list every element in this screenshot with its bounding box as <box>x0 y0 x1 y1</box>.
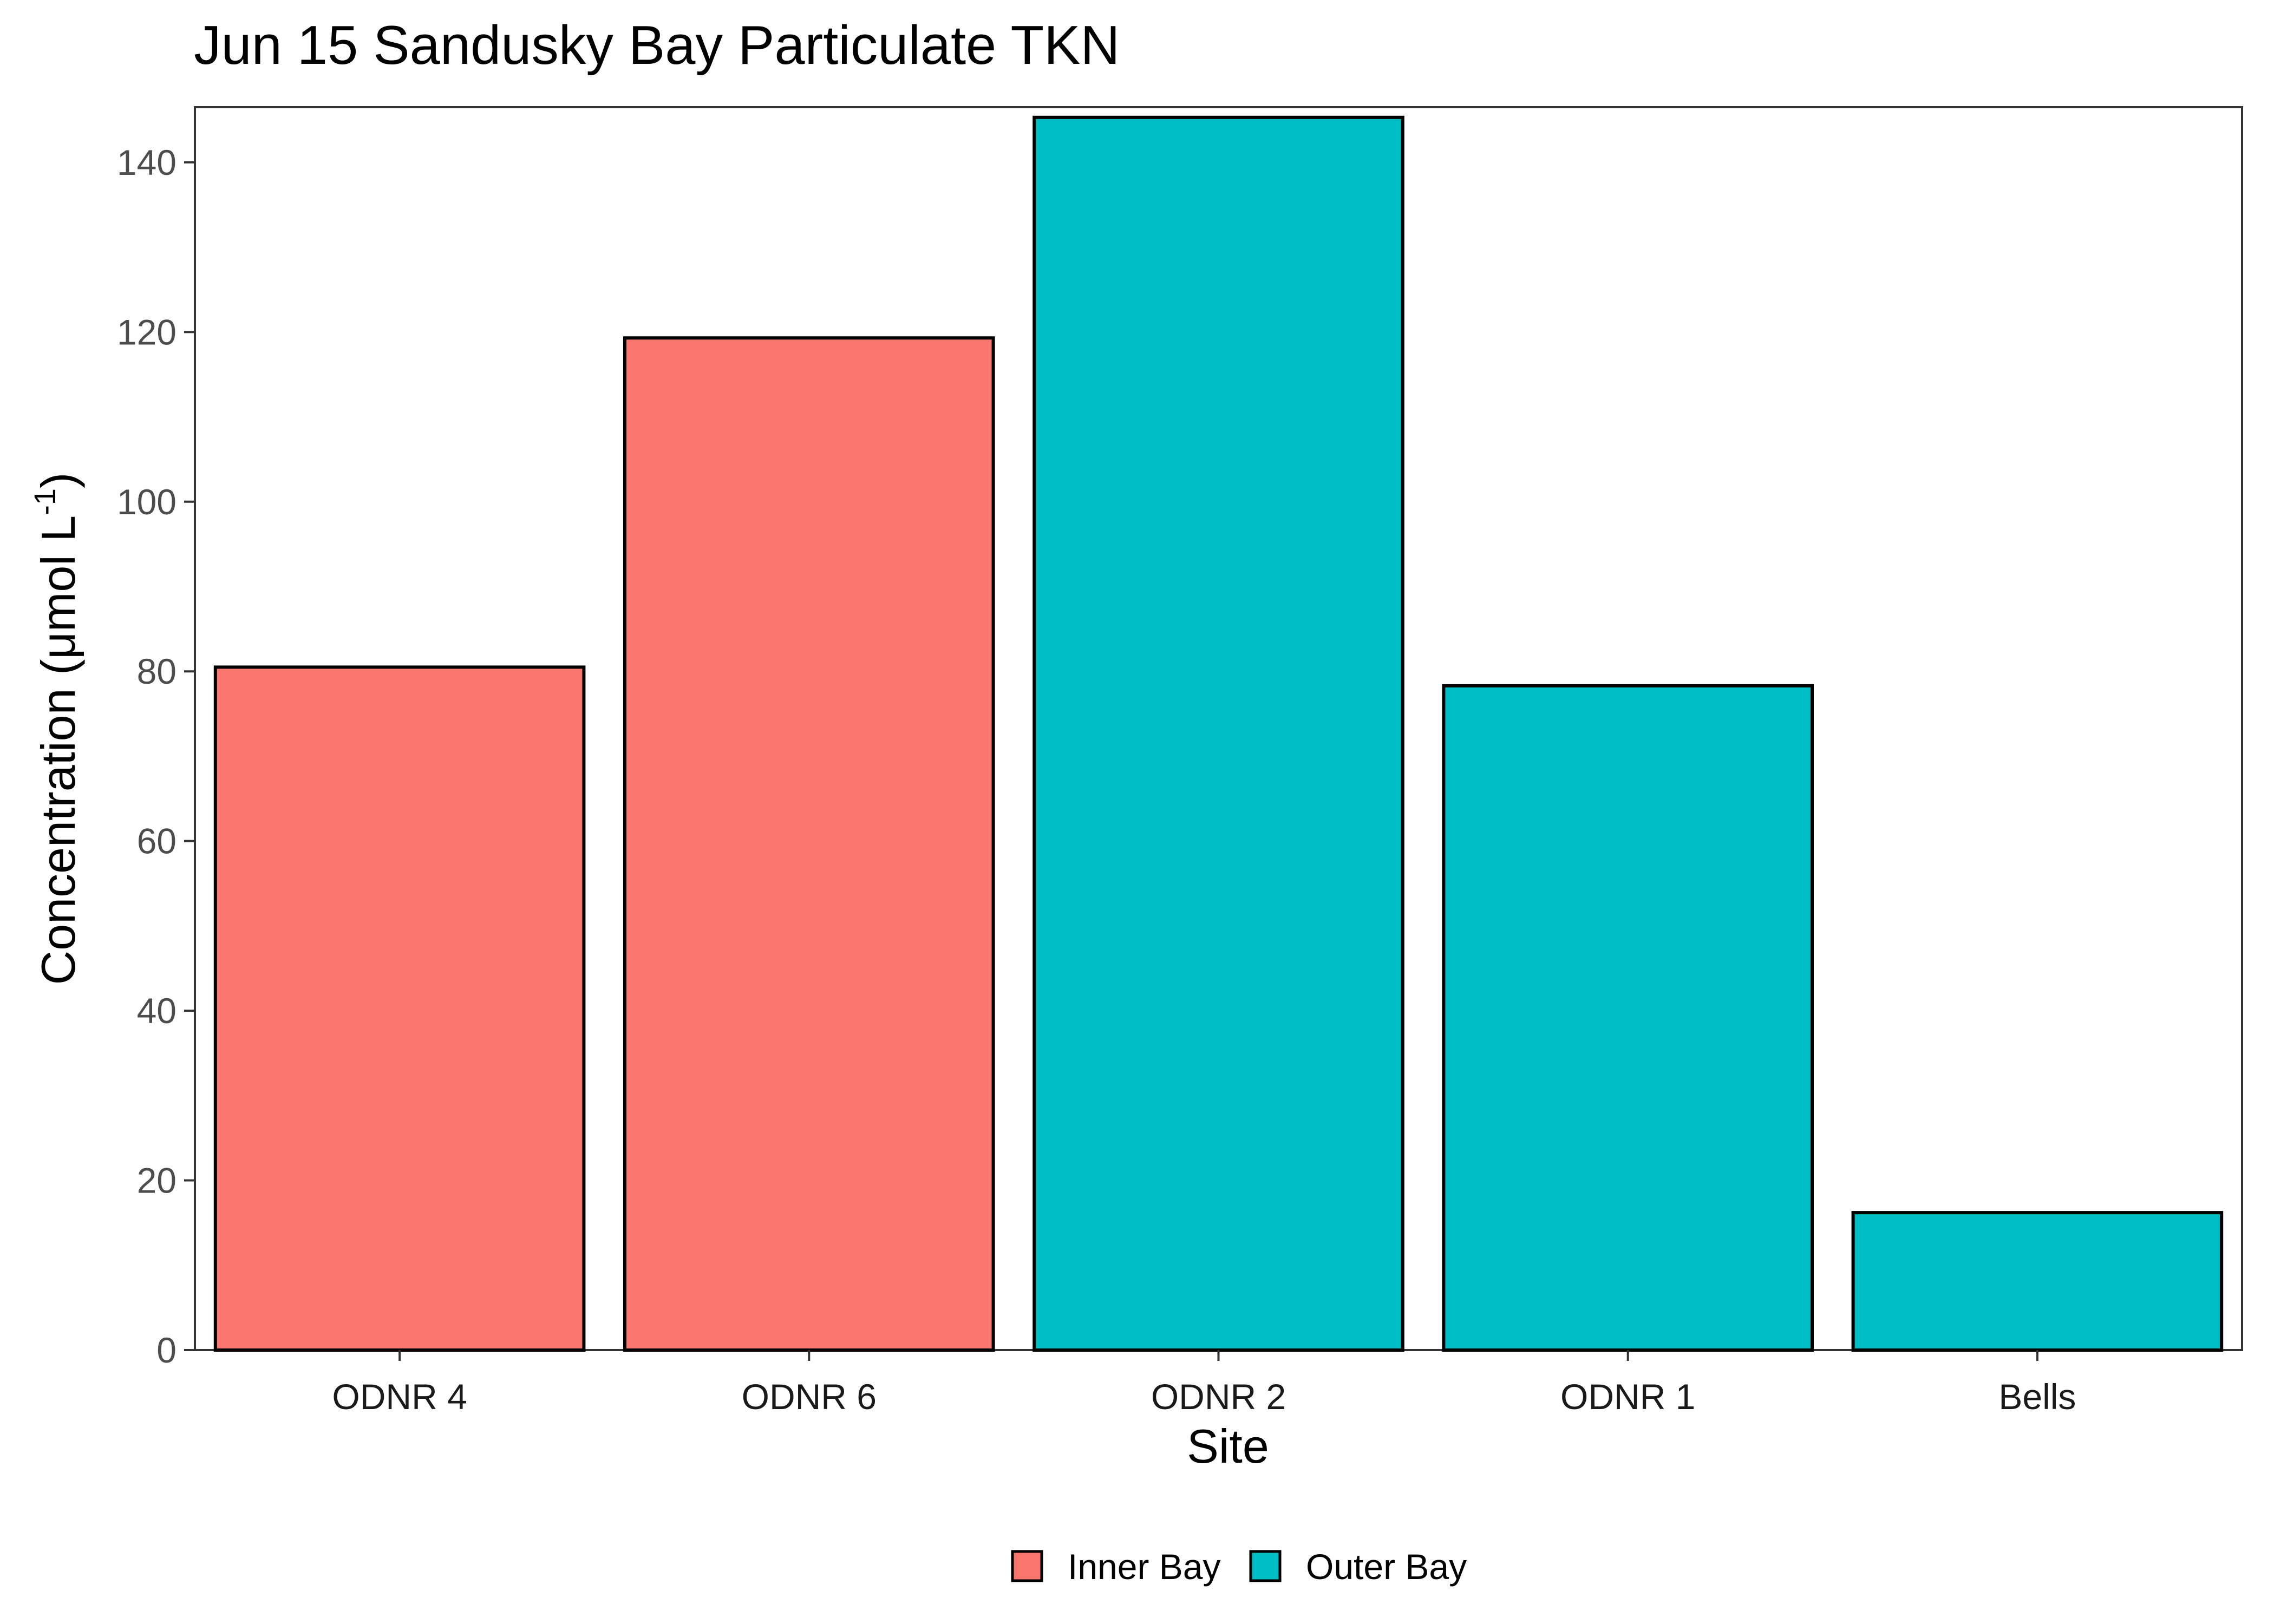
bar-odnr-1 <box>1442 684 1814 1352</box>
x-tick-label: ODNR 4 <box>332 1377 467 1417</box>
y-tick-label: 80 <box>137 651 177 691</box>
legend-label-inner-bay: Inner Bay <box>1068 1547 1221 1587</box>
x-axis-title: Site <box>1187 1419 1269 1473</box>
bar-odnr-2 <box>1033 115 1404 1352</box>
y-axis-title: Concentration (μmol L-1) <box>28 473 85 985</box>
y-tick-label: 120 <box>117 312 177 352</box>
x-tick-label: ODNR 1 <box>1560 1377 1695 1417</box>
legend-key-inner-bay <box>1011 1550 1043 1582</box>
y-tick-label: 40 <box>137 991 177 1031</box>
y-tick-label: 60 <box>137 821 177 861</box>
legend-key-outer-bay <box>1249 1550 1282 1582</box>
legend-label-outer-bay: Outer Bay <box>1306 1547 1467 1587</box>
y-tick-label: 20 <box>137 1161 177 1201</box>
bar-odnr-6 <box>623 336 995 1352</box>
bar-bells <box>1851 1211 2224 1352</box>
y-tick-label: 100 <box>117 482 177 522</box>
y-tick-label: 140 <box>117 142 177 182</box>
y-axis-title-superscript: -1 <box>28 488 62 515</box>
x-axis: ODNR 4 ODNR 6 ODNR 2 ODNR 1 Bells <box>332 1350 2076 1417</box>
legend: Inner Bay Outer Bay <box>1011 1547 1467 1587</box>
y-axis: 0 20 40 60 80 100 120 140 <box>117 142 195 1370</box>
y-tick-label: 0 <box>156 1330 177 1370</box>
x-tick-label: ODNR 6 <box>742 1377 877 1417</box>
bars <box>213 115 2224 1352</box>
x-tick-label: Bells <box>1998 1377 2076 1417</box>
y-axis-title-close: ) <box>31 473 85 488</box>
chart-title: Jun 15 Sandusky Bay Particulate TKN <box>194 15 1120 76</box>
x-tick-label: ODNR 2 <box>1151 1377 1286 1417</box>
bar-odnr-4 <box>213 665 586 1352</box>
y-axis-title-main: Concentration (μmol L <box>31 515 85 985</box>
